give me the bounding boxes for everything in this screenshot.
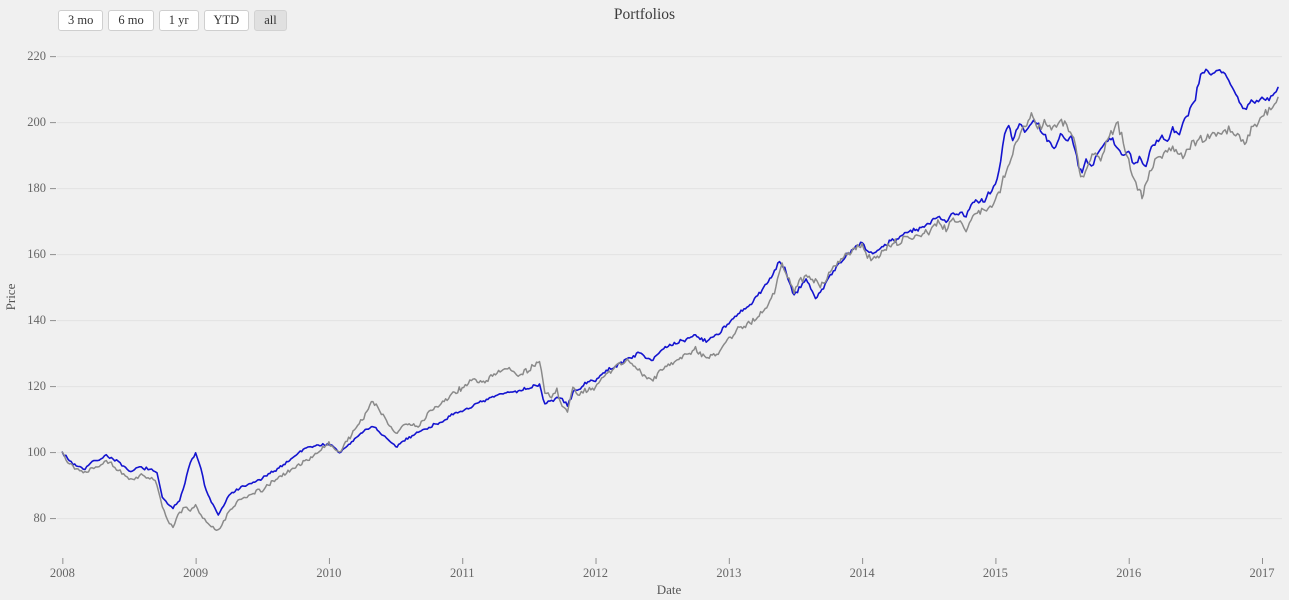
- range-button-6-mo[interactable]: 6 mo: [108, 10, 154, 31]
- x-tick-label: 2009: [183, 566, 208, 580]
- range-button-1-yr[interactable]: 1 yr: [158, 10, 199, 31]
- y-tick-label: 200: [27, 115, 46, 129]
- x-tick-label: 2008: [50, 566, 75, 580]
- x-tick-label: 2015: [983, 566, 1008, 580]
- x-tick-label: 2016: [1116, 566, 1141, 580]
- y-tick-label: 100: [27, 445, 46, 459]
- x-tick-label: 2017: [1250, 566, 1275, 580]
- y-axis: 80 100 120 140 160 180 200 220 Price: [3, 49, 56, 525]
- series-line-portfolio-gray: [61, 96, 1279, 532]
- y-tick-label: 140: [27, 313, 46, 327]
- x-tick-label: 2010: [316, 566, 341, 580]
- y-tick-label: 220: [27, 49, 46, 63]
- series-line-portfolio-blue: [61, 68, 1279, 516]
- y-tick-label: 160: [27, 247, 46, 261]
- grid-lines: [57, 56, 1282, 520]
- y-tick-label: 80: [34, 511, 47, 525]
- range-button-3-mo[interactable]: 3 mo: [58, 10, 104, 31]
- range-button-all[interactable]: all: [254, 10, 287, 31]
- x-tick-label: 2014: [850, 566, 876, 580]
- y-axis-title: Price: [3, 283, 18, 310]
- x-axis: 2008 2009 2010 2011 2012 2013 2014 2015 2016 2017…: [50, 558, 1275, 597]
- range-selector: 3 mo 6 mo 1 yr YTD all: [58, 10, 287, 31]
- y-tick-label: 120: [27, 379, 46, 393]
- x-tick-label: 2011: [450, 566, 475, 580]
- range-button-ytd[interactable]: YTD: [203, 10, 250, 31]
- y-tick-label: 180: [27, 181, 46, 195]
- x-tick-label: 2013: [716, 566, 741, 580]
- x-axis-title: Date: [657, 582, 682, 597]
- x-tick-label: 2012: [583, 566, 608, 580]
